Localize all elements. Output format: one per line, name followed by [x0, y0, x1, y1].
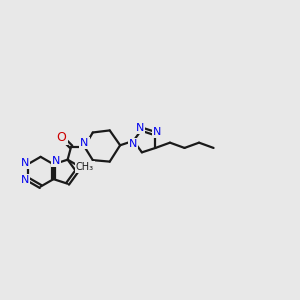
Text: N: N — [80, 138, 89, 148]
Text: N: N — [153, 127, 161, 137]
Text: N: N — [21, 158, 30, 168]
Text: N: N — [129, 140, 137, 149]
Text: N: N — [21, 175, 30, 185]
Text: N: N — [52, 156, 60, 166]
Text: CH₃: CH₃ — [76, 162, 94, 172]
Text: O: O — [57, 131, 67, 144]
Text: N: N — [136, 123, 144, 133]
